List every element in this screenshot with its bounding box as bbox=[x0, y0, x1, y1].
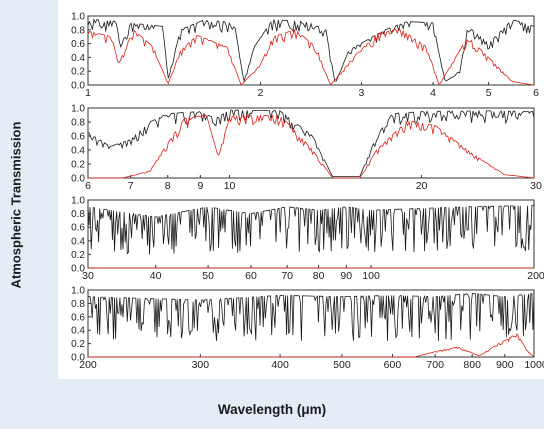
y-tick-label: 0.4 bbox=[71, 146, 85, 157]
x-tick-label: 3 bbox=[359, 87, 365, 99]
x-tick-label: 900 bbox=[496, 359, 514, 371]
x-tick-label: 70 bbox=[281, 270, 293, 282]
series-dark-line bbox=[87, 204, 535, 255]
y-tick-label: 0.6 bbox=[71, 39, 85, 50]
x-tick-label: 1000 bbox=[524, 359, 544, 371]
panel-1: 0.0 0.2 0.4 0.6 0.8 1.0 1 2 3 4 5 6 bbox=[71, 12, 539, 100]
panel-frame bbox=[87, 107, 535, 179]
x-tick-label: 30 bbox=[82, 270, 94, 282]
chart-figure: 0.0 0.2 0.4 0.6 0.8 1.0 1 2 3 4 5 6 0.0 0.2 0.4 0.6 0.8 1… bbox=[58, 0, 544, 379]
y-tick-label: 0.2 bbox=[71, 160, 85, 171]
series-dark-line bbox=[87, 17, 535, 82]
x-tick-label: 800 bbox=[463, 359, 481, 371]
y-tick-label: 1.0 bbox=[71, 196, 85, 207]
y-tick-label: 0.0 bbox=[71, 264, 85, 275]
y-tick-label: 0.4 bbox=[71, 53, 85, 64]
x-tick-label: 60 bbox=[245, 270, 257, 282]
x-tick-label: 700 bbox=[426, 359, 444, 371]
x-tick-label: 10 bbox=[224, 180, 236, 192]
panel-frame bbox=[87, 199, 535, 269]
x-tick-label: 90 bbox=[340, 270, 352, 282]
y-tick-label: 0.2 bbox=[71, 250, 85, 261]
chart-svg: 0.00.20.40.60.81.01 2 3 4 5 60.00.20.40.60.81… bbox=[71, 12, 544, 372]
x-axis-title: Wavelength (μm) bbox=[217, 402, 327, 417]
series-dark-line bbox=[88, 292, 535, 342]
y-tick-label: 0.0 bbox=[71, 81, 85, 92]
x-tick-label: 6 bbox=[85, 180, 91, 192]
panel-3: 0.0 0.2 0.4 0.6 0.8 1.0 30 40 50 60 70 80 90 100 200 bbox=[71, 196, 544, 283]
y-tick-label: 0.8 bbox=[71, 209, 85, 220]
series-red-line bbox=[87, 27, 535, 86]
x-tick-label: 1 bbox=[85, 87, 91, 99]
x-tick-label: 400 bbox=[271, 359, 289, 371]
y-tick-label: 0.6 bbox=[71, 223, 85, 234]
y-tick-label: 0.6 bbox=[71, 132, 85, 143]
x-tick-label: 80 bbox=[313, 270, 325, 282]
y-tick-label: 0.6 bbox=[71, 312, 85, 323]
y-tick-label: 1.0 bbox=[71, 104, 85, 115]
x-tick-label: 4 bbox=[430, 87, 436, 99]
x-tick-label: 100 bbox=[362, 270, 380, 282]
panel-frame bbox=[87, 15, 535, 86]
y-tick-label: 0.8 bbox=[71, 25, 85, 36]
y-tick-label: 0.0 bbox=[71, 353, 85, 364]
y-axis-title-text: Atmospheric Transmission bbox=[8, 121, 24, 289]
x-tick-label: 7 bbox=[128, 180, 134, 192]
series-red-line bbox=[88, 113, 535, 179]
y-tick-label: 0.4 bbox=[71, 326, 85, 337]
y-tick-label: 0.2 bbox=[71, 67, 85, 78]
y-tick-label: 0.8 bbox=[71, 299, 85, 310]
y-tick-label: 0.0 bbox=[71, 174, 85, 185]
x-tick-label: 500 bbox=[333, 359, 351, 371]
x-tick-label: 6 bbox=[533, 87, 539, 99]
y-tick-label: 0.8 bbox=[71, 118, 85, 129]
x-tick-label: 2 bbox=[258, 87, 264, 99]
panel-2: 0.0 0.2 0.4 0.6 0.8 1.0 6 7 8 9 10 20 30 bbox=[71, 104, 542, 193]
x-tick-label: 600 bbox=[384, 359, 402, 371]
x-tick-label: 40 bbox=[150, 270, 162, 282]
x-tick-label: 300 bbox=[192, 359, 210, 371]
series-red-line bbox=[88, 332, 535, 358]
panel-4: 0.0 0.2 0.4 0.6 0.8 1.0 200 300 400 500 600 700 800 9… bbox=[71, 286, 544, 372]
x-tick-label: 50 bbox=[202, 270, 214, 282]
x-tick-label: 200 bbox=[527, 270, 544, 282]
x-tick-label: 30 bbox=[530, 180, 542, 192]
y-tick-label: 1.0 bbox=[71, 12, 85, 23]
series-dark-line bbox=[87, 109, 535, 177]
y-tick-label: 1.0 bbox=[71, 286, 85, 297]
x-tick-label: 8 bbox=[165, 180, 171, 192]
y-axis-title: Atmospheric Transmission bbox=[6, 95, 26, 315]
x-tick-label: 20 bbox=[416, 180, 428, 192]
x-tick-label: 9 bbox=[197, 180, 203, 192]
x-tick-label: 5 bbox=[486, 87, 492, 99]
x-tick-label: 200 bbox=[79, 359, 97, 371]
y-tick-label: 0.4 bbox=[71, 236, 85, 247]
y-tick-label: 0.2 bbox=[71, 339, 85, 350]
